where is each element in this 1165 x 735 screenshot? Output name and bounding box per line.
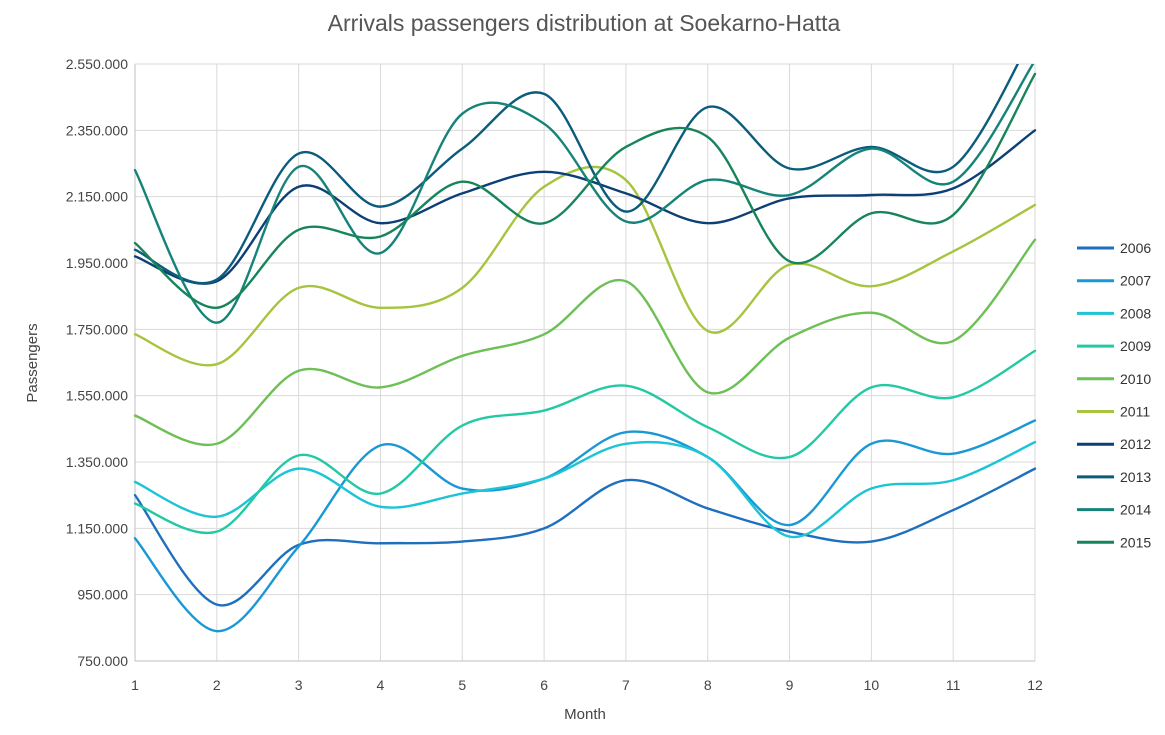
series-line-2014 [133, 64, 1035, 324]
series-line-2008 [133, 440, 1037, 539]
legend-label-2014: 2014 [1120, 502, 1151, 518]
legend-label-2007: 2007 [1120, 273, 1151, 289]
legend-label-2012: 2012 [1120, 436, 1151, 452]
x-tick-label: 2 [213, 677, 221, 693]
series-line-2013 [133, 64, 1020, 285]
y-tick-label: 2.350.000 [66, 122, 128, 138]
chart-title: Arrivals passengers distribution at Soek… [328, 10, 841, 36]
series-line-2009 [133, 349, 1037, 535]
y-tick-label: 2.550.000 [66, 56, 128, 72]
legend: 2006 2007 2008 2009 2010 2011 2012 2013 2014 2015 [1077, 240, 1151, 550]
y-tick-labels: 750.000 950.000 1.150.000 1.350.000 1.550.00… [66, 56, 129, 669]
series-line-2015 [133, 72, 1037, 309]
legend-label-2010: 2010 [1120, 371, 1151, 387]
series-line-2007 [133, 419, 1037, 633]
legend-label-2009: 2009 [1120, 338, 1151, 354]
series-line-2006 [133, 467, 1037, 607]
x-tick-label: 10 [864, 677, 880, 693]
y-tick-label: 1.950.000 [66, 255, 128, 271]
series-line-2012 [133, 129, 1037, 285]
x-axis-label: Month [564, 706, 606, 723]
y-tick-label: 1.350.000 [66, 454, 128, 470]
y-tick-label: 1.550.000 [66, 388, 128, 404]
x-tick-label: 7 [622, 677, 630, 693]
x-tick-labels: 1 2 3 4 5 6 7 8 9 10 11 12 [131, 677, 1043, 693]
y-tick-label: 1.750.000 [66, 321, 128, 337]
legend-label-2006: 2006 [1120, 240, 1151, 256]
legend-label-2015: 2015 [1120, 534, 1151, 550]
legend-label-2008: 2008 [1120, 305, 1151, 321]
legend-label-2013: 2013 [1120, 469, 1151, 485]
y-tick-label: 2.150.000 [66, 189, 128, 205]
x-tick-label: 1 [131, 677, 139, 693]
x-tick-label: 4 [377, 677, 385, 693]
x-tick-label: 12 [1027, 677, 1043, 693]
series-line-2011 [133, 165, 1037, 367]
series-line-2010 [133, 238, 1037, 447]
x-tick-label: 8 [704, 677, 712, 693]
y-tick-label: 1.150.000 [66, 520, 128, 536]
x-tick-label: 6 [540, 677, 548, 693]
axes [134, 64, 1035, 662]
y-axis-label: Passengers [24, 323, 41, 402]
legend-label-2011: 2011 [1120, 404, 1150, 420]
y-tick-label: 750.000 [77, 653, 128, 669]
x-tick-label: 3 [295, 677, 303, 693]
x-tick-label: 9 [786, 677, 794, 693]
series-lines [133, 64, 1037, 633]
y-tick-label: 950.000 [77, 587, 128, 603]
x-tick-label: 5 [458, 677, 466, 693]
x-tick-label: 11 [946, 677, 961, 693]
